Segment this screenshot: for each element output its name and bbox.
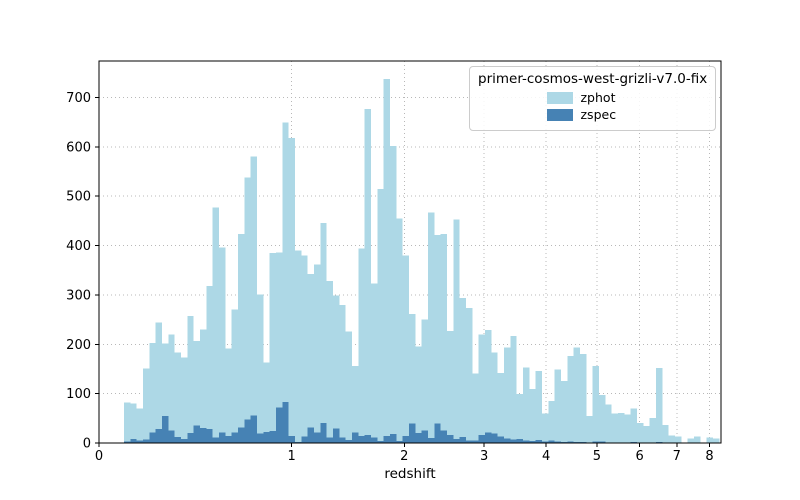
- x-tick-label: 4: [542, 449, 550, 464]
- x-axis: 0 1 2 3 4 5 6 7 8: [95, 443, 714, 464]
- x-axis-label: redshift: [384, 466, 436, 482]
- y-tick-label: 100: [66, 387, 91, 402]
- y-tick-label: 500: [66, 190, 91, 205]
- x-tick-label: 2: [400, 449, 408, 464]
- legend-entry-zphot: zphot: [478, 90, 707, 105]
- y-tick-label: 400: [66, 239, 91, 254]
- legend-entry-zspec: zspec: [478, 107, 707, 122]
- x-tick-label: 3: [480, 449, 488, 464]
- x-tick-label: 7: [673, 449, 681, 464]
- zphot-color-swatch: [546, 91, 573, 104]
- zphot-bars: [123, 78, 720, 443]
- y-tick-label: 300: [66, 288, 91, 303]
- x-tick-label: 6: [636, 449, 644, 464]
- zspec-color-swatch: [546, 108, 573, 121]
- x-tick-label: 5: [593, 449, 601, 464]
- x-tick-label: 8: [705, 449, 713, 464]
- legend: primer-cosmos-west-grizli-v7.0-fix zphot…: [469, 66, 716, 131]
- axes-spines: [98, 60, 722, 444]
- y-axis: 0 100 200 300 400 500 600 700: [66, 91, 99, 452]
- y-tick-label: 200: [66, 338, 91, 353]
- zspec-label: zspec: [580, 107, 617, 122]
- legend-title: primer-cosmos-west-grizli-v7.0-fix: [478, 71, 708, 87]
- x-tick-label: 0: [95, 449, 103, 464]
- zphot-label: zphot: [580, 90, 616, 105]
- y-tick-label: 600: [66, 140, 91, 155]
- zspec-bars: [123, 402, 663, 443]
- y-tick-label: 700: [66, 91, 91, 106]
- y-tick-label: 0: [83, 437, 91, 452]
- x-tick-label: 1: [287, 449, 295, 464]
